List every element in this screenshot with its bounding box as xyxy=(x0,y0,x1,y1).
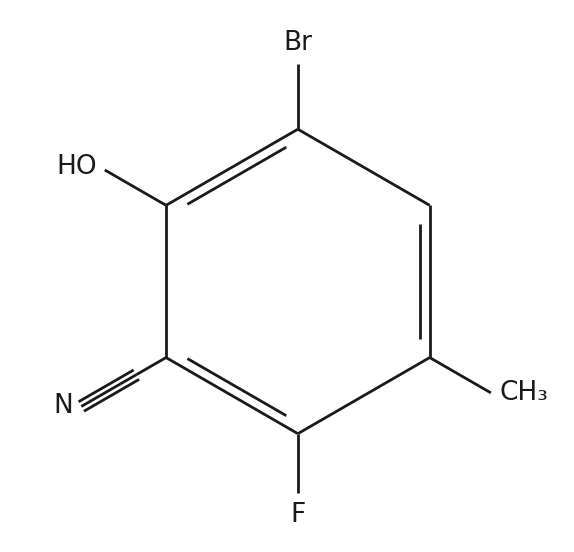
Text: CH₃: CH₃ xyxy=(499,380,548,406)
Text: F: F xyxy=(290,502,305,528)
Text: N: N xyxy=(53,394,73,420)
Text: HO: HO xyxy=(56,154,96,181)
Text: Br: Br xyxy=(284,30,312,56)
